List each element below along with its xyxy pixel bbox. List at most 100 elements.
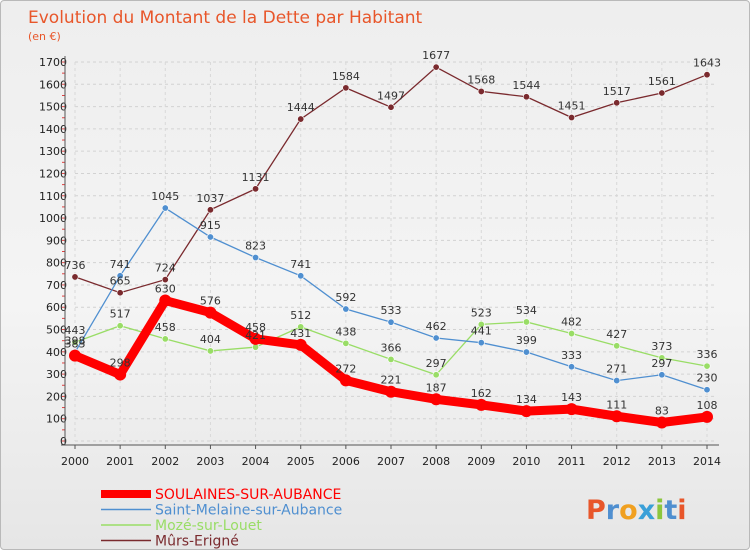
series-0-point xyxy=(655,416,668,429)
series-0-point xyxy=(159,294,172,307)
series-0-data-label: 630 xyxy=(155,283,176,296)
series-0-point xyxy=(69,349,81,362)
series-3-data-label: 1037 xyxy=(196,192,224,205)
logo-letter: i xyxy=(655,495,664,526)
x-tick-label: 2011 xyxy=(558,455,586,468)
series-layer xyxy=(69,63,713,429)
series-3-data-label: 1544 xyxy=(512,79,540,92)
y-tick-label: 600 xyxy=(46,301,67,314)
series-1-data-label: 533 xyxy=(381,304,402,317)
series-3-point xyxy=(342,84,350,92)
series-0-data-label: 458 xyxy=(245,321,266,334)
logo-letter: P xyxy=(586,495,606,526)
series-3-data-label: 1497 xyxy=(377,89,405,102)
series-0-data-label: 431 xyxy=(290,327,311,340)
series-3-data-label: 1643 xyxy=(693,57,721,70)
series-0-data-label: 576 xyxy=(200,295,221,308)
series-3-point xyxy=(297,115,305,123)
series-1-data-label: 1045 xyxy=(151,190,179,203)
legend-label: Mozé-sur-Louet xyxy=(155,518,262,534)
series-0-point xyxy=(339,374,352,387)
series-3-point xyxy=(116,289,124,297)
series-2-point xyxy=(71,338,79,346)
series-2-point xyxy=(568,330,576,338)
legend-label: Mûrs-Erigné xyxy=(155,534,239,550)
y-tick-label: 400 xyxy=(46,346,67,359)
series-2-data-label: 517 xyxy=(110,308,131,321)
series-2-data-label: 297 xyxy=(426,357,447,370)
series-0-data-label: 83 xyxy=(655,404,669,417)
series-0-data-label: 111 xyxy=(606,398,627,411)
x-tick-label: 2005 xyxy=(287,455,315,468)
x-tick-label: 2007 xyxy=(377,455,405,468)
series-1-data-label: 462 xyxy=(426,320,447,333)
series-2-point xyxy=(116,322,124,330)
series-0-point xyxy=(114,368,127,381)
series-0-data-label: 221 xyxy=(381,374,402,387)
series-3-point xyxy=(206,206,214,214)
y-tick-label: 1700 xyxy=(39,56,67,69)
series-2-data-label: 438 xyxy=(335,325,356,338)
x-tick-label: 2006 xyxy=(332,455,360,468)
proxiti-logo: Proxiti xyxy=(586,495,687,526)
data-labels: 736 665 724 1037 1131 1444 1584 1497 1677 1568 154… xyxy=(65,49,722,417)
series-2-data-label: 458 xyxy=(155,321,176,334)
series-2-data-label: 421 xyxy=(245,329,266,342)
y-tick-label: 300 xyxy=(46,368,67,381)
x-tick-label: 2008 xyxy=(422,455,450,468)
series-1-point xyxy=(477,339,485,347)
legend-label: SOULAINES-SUR-AUBANCE xyxy=(155,487,341,503)
y-tick-label: 1400 xyxy=(39,123,67,136)
series-1-point xyxy=(703,386,711,394)
series-3-data-label: 736 xyxy=(65,259,86,272)
logo-letter: x xyxy=(638,495,655,526)
x-tick-label: 2014 xyxy=(693,455,721,468)
axes: 0100200300400500600700800900100011001200… xyxy=(39,56,721,468)
series-3-data-label: 1561 xyxy=(648,75,676,88)
series-2-point xyxy=(522,318,530,326)
series-2-point xyxy=(252,343,260,351)
x-tick-label: 2002 xyxy=(151,455,179,468)
series-1-point xyxy=(116,272,124,280)
series-3-data-label: 1131 xyxy=(242,171,270,184)
logo-letter: r xyxy=(606,495,620,526)
series-0-point xyxy=(430,393,443,406)
legend: SOULAINES-SUR-AUBANCESaint-Melaine-sur-A… xyxy=(101,487,342,550)
series-1-point xyxy=(658,371,666,379)
series-0-data-label: 383 xyxy=(65,338,86,351)
series-0-point xyxy=(610,410,623,423)
series-0-point xyxy=(385,385,397,398)
series-2-data-label: 512 xyxy=(290,309,311,322)
series-1-data-label: 297 xyxy=(651,357,672,370)
chart-title: Evolution du Montant de la Dette par Hab… xyxy=(28,8,423,28)
series-2-data-label: 482 xyxy=(561,316,582,329)
series-1-data-label: 230 xyxy=(697,372,718,385)
series-1-point xyxy=(387,318,395,326)
series-0-data-label: 162 xyxy=(471,387,492,400)
series-3-point xyxy=(477,87,485,95)
series-1-data-label: 333 xyxy=(561,349,582,362)
series-2-data-label: 366 xyxy=(381,341,402,354)
x-tick-label: 2004 xyxy=(242,455,270,468)
series-1-data-label: 823 xyxy=(245,240,266,253)
y-tick-label: 1000 xyxy=(39,212,67,225)
series-1-data-label: 741 xyxy=(110,258,131,271)
series-1-data-label: 592 xyxy=(335,291,356,304)
series-3-point xyxy=(522,93,530,101)
series-2-data-label: 336 xyxy=(697,348,718,361)
series-1-data-label: 398 xyxy=(65,334,86,347)
y-tick-label: 200 xyxy=(46,390,67,403)
series-3-point xyxy=(703,71,711,79)
y-tick-label: 1200 xyxy=(39,167,67,180)
series-1-point xyxy=(613,377,621,385)
series-2-point xyxy=(432,371,440,379)
logo-letter: t xyxy=(664,495,677,526)
series-2-point xyxy=(703,362,711,370)
series-3-data-label: 1677 xyxy=(422,49,450,62)
series-2-point xyxy=(477,320,485,328)
series-3-point xyxy=(613,99,621,107)
series-0-point xyxy=(204,306,217,319)
series-1-data-label: 741 xyxy=(290,258,311,271)
chart-subtitle: (en €) xyxy=(28,30,61,43)
